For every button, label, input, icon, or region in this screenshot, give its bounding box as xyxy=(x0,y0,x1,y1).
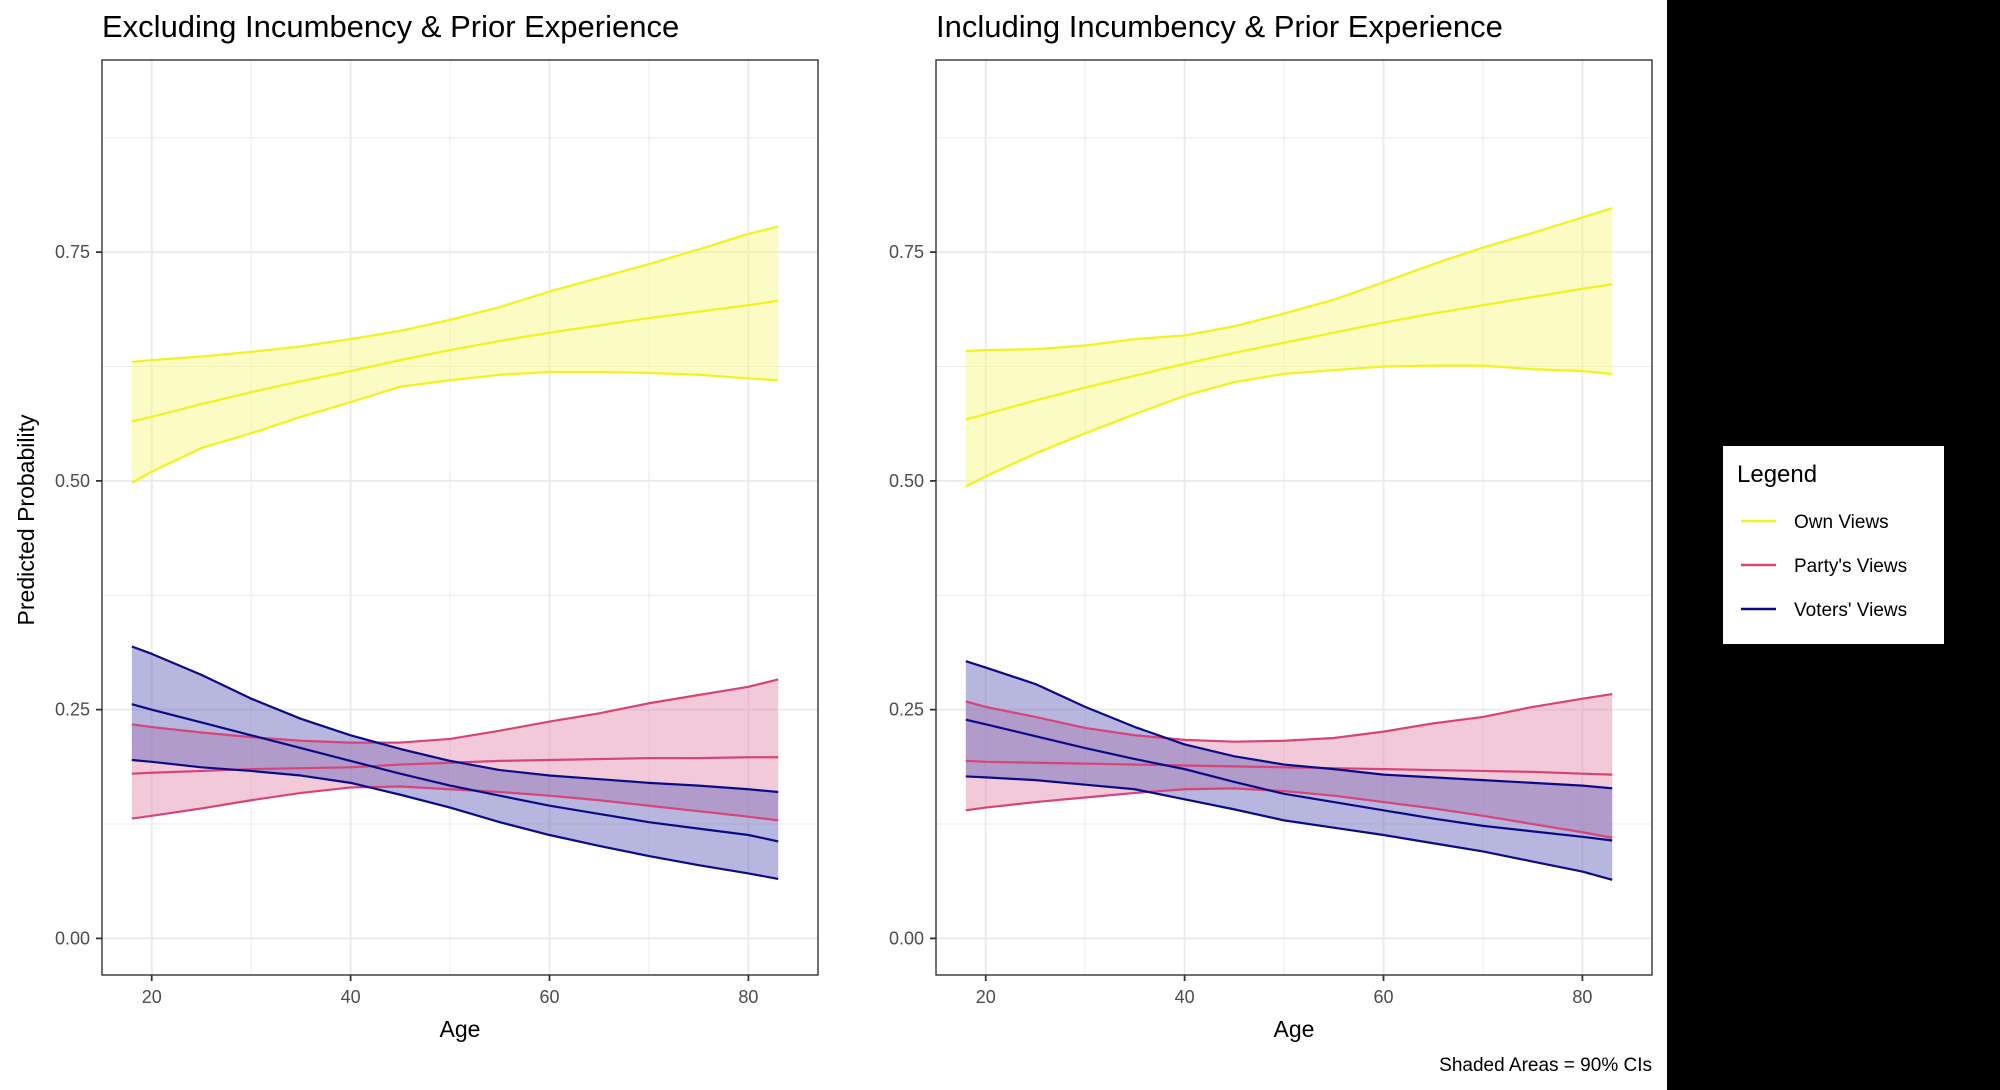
x-tick-label: 40 xyxy=(341,987,361,1007)
legend-label-own: Own Views xyxy=(1794,512,1889,533)
line-party-s-views-upper xyxy=(965,693,1613,743)
line-voters-views-upper xyxy=(131,645,779,794)
line-party-s-views-lower xyxy=(965,787,1613,839)
legend-box xyxy=(1723,446,1944,644)
y-tick-label: 0.00 xyxy=(889,928,924,948)
x-axis: 20 40 60 80 xyxy=(142,975,758,1007)
x-tick-label: 60 xyxy=(1373,987,1393,1007)
series-lines xyxy=(131,225,779,881)
x-tick-label: 80 xyxy=(738,987,758,1007)
panel-border xyxy=(101,59,819,976)
y-axis-title: Predicted Probability xyxy=(13,414,39,625)
ci-ribbons xyxy=(131,226,779,879)
panel-including: Including Incumbency & Prior Experience … xyxy=(889,9,1653,1042)
x-tick-label: 20 xyxy=(976,987,996,1007)
line-own-views-upper xyxy=(965,207,1613,353)
line-own-views-lower xyxy=(965,364,1613,488)
x-axis: 20 40 60 80 xyxy=(976,975,1592,1007)
legend-title: Legend xyxy=(1737,461,1817,488)
x-tick-label: 80 xyxy=(1572,987,1592,1007)
line-party-s-views-lower xyxy=(131,785,779,822)
legend-item-voters: Voters' Views xyxy=(1741,600,1907,621)
line-party-s-views-upper xyxy=(131,678,779,744)
panel-title-including: Including Incumbency & Prior Experience xyxy=(936,9,1503,44)
line-voters-views-lower xyxy=(965,775,1613,881)
ci-ribbon-voters-views xyxy=(965,661,1613,880)
legend-label-voters: Voters' Views xyxy=(1794,600,1907,621)
ci-ribbons xyxy=(965,208,1613,880)
y-tick-label: 0.50 xyxy=(889,471,924,491)
x-axis-title: Age xyxy=(1274,1016,1315,1042)
y-axis: 0.00 0.25 0.50 0.75 xyxy=(55,242,102,948)
series-lines xyxy=(965,207,1613,881)
panel-border xyxy=(935,59,1653,976)
line-voters-views-lower xyxy=(131,758,779,881)
panel-title-excluding: Excluding Incumbency & Prior Experience xyxy=(102,9,679,44)
y-tick-label: 0.75 xyxy=(889,242,924,262)
legend: Legend Own Views Party's Views Voters' V… xyxy=(1723,446,1944,644)
line-voters-views-upper xyxy=(965,660,1613,790)
x-tick-label: 20 xyxy=(142,987,162,1007)
y-tick-label: 0.25 xyxy=(889,700,924,720)
y-tick-label: 0.00 xyxy=(55,928,90,948)
y-tick-label: 0.50 xyxy=(55,471,90,491)
y-tick-label: 0.75 xyxy=(55,242,90,262)
caption: Shaded Areas = 90% CIs xyxy=(1439,1055,1652,1076)
line-own-views-upper xyxy=(131,225,779,364)
y-tick-label: 0.25 xyxy=(55,700,90,720)
legend-item-own: Own Views xyxy=(1741,512,1889,533)
legend-label-party: Party's Views xyxy=(1794,556,1907,577)
line-own-views-lower xyxy=(131,370,779,484)
legend-item-party: Party's Views xyxy=(1741,556,1907,577)
x-tick-label: 60 xyxy=(539,987,559,1007)
y-axis: 0.00 0.25 0.50 0.75 xyxy=(889,242,936,948)
x-tick-label: 40 xyxy=(1175,987,1195,1007)
panel-excluding: Excluding Incumbency & Prior Experience … xyxy=(13,9,819,1042)
x-axis-title: Age xyxy=(440,1016,481,1042)
